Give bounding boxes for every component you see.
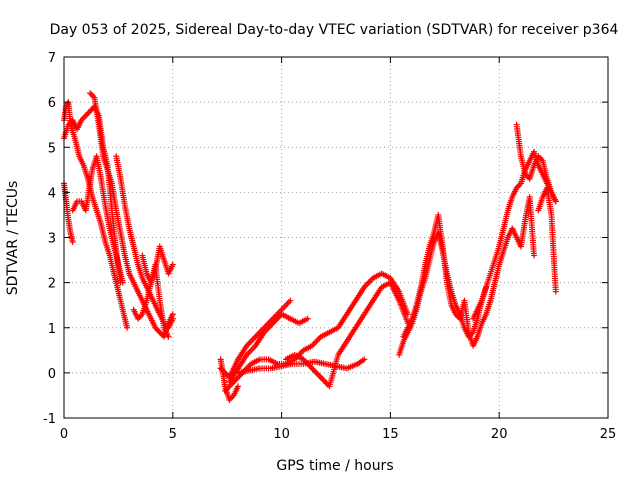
- y-tick-label: 0: [48, 367, 56, 382]
- data-point: [165, 333, 172, 340]
- data-point: [169, 261, 176, 268]
- axis-ticks: 0 5 10 15 20 25 -1 0 1 2 3 4 5 6 7: [43, 51, 616, 442]
- data-point: [124, 324, 131, 331]
- y-tick-label: 7: [48, 51, 56, 66]
- y-tick-label: 6: [48, 96, 56, 111]
- x-tick-label: 15: [382, 427, 399, 442]
- data-point: [69, 239, 76, 246]
- data-point: [552, 198, 559, 205]
- y-axis-label: SDTVAR / TECUs: [5, 181, 21, 296]
- y-tick-label: 5: [48, 141, 56, 156]
- data-point: [361, 356, 368, 363]
- x-tick-label: 10: [273, 427, 290, 442]
- y-tick-label: -1: [43, 412, 56, 427]
- x-tick-label: 0: [60, 427, 68, 442]
- y-tick-label: 2: [48, 277, 56, 292]
- data-point: [552, 288, 559, 295]
- data-point: [169, 315, 176, 322]
- y-tick-label: 1: [48, 322, 56, 337]
- x-tick-label: 5: [169, 427, 177, 442]
- data-point: [119, 279, 126, 286]
- x-tick-label: 25: [600, 427, 617, 442]
- data-point: [235, 383, 242, 390]
- x-axis-label: GPS time / hours: [276, 458, 393, 474]
- x-tick-label: 20: [491, 427, 508, 442]
- y-tick-label: 3: [48, 232, 56, 247]
- data-points: [61, 90, 559, 403]
- data-point: [304, 315, 311, 322]
- data-point: [531, 252, 538, 259]
- chart-title: Day 053 of 2025, Sidereal Day-to-day VTE…: [50, 22, 619, 38]
- y-tick-label: 4: [48, 186, 56, 201]
- data-point: [287, 297, 294, 304]
